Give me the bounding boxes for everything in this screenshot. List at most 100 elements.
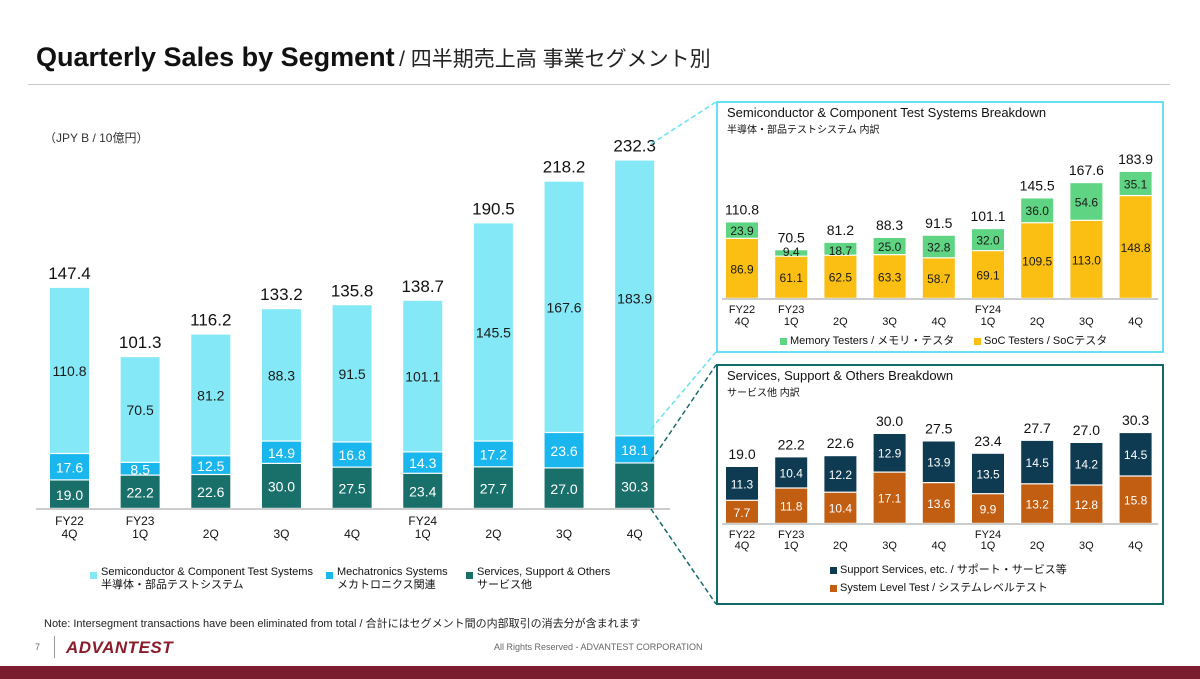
svc-data-label-support-services: 14.5 — [1026, 456, 1050, 470]
copyright-text: All Rights Reserved - ADVANTEST CORPORAT… — [494, 642, 703, 652]
svc-bar-system-level-test — [922, 483, 955, 523]
legend-text-mechatronics-en: Mechatronics Systems — [337, 566, 448, 578]
svc-total-label: 19.0 — [728, 446, 755, 462]
main-tick-label-q: 3Q — [556, 527, 572, 541]
soc-data-label-soc-testers: 148.8 — [1121, 241, 1151, 255]
svc-bar-support-services — [775, 457, 808, 488]
soc-bar-memory-testers — [972, 229, 1004, 251]
svc-total-label: 30.0 — [876, 413, 903, 429]
svc-total-label: 23.4 — [974, 433, 1001, 449]
main-tick-label-q: 3Q — [273, 527, 289, 541]
legend-text-services-jp: サービス他 — [477, 579, 532, 591]
svc-total-label: 27.5 — [925, 421, 952, 437]
main-data-label-semiconductor: 88.3 — [268, 367, 295, 383]
soc-breakdown-panel: Semiconductor & Component Test Systems B… — [716, 101, 1164, 353]
main-tick-label-q: 4Q — [61, 527, 77, 541]
legend-swatch-services — [466, 572, 473, 579]
main-total-label: 116.2 — [190, 311, 231, 330]
soc-bar-soc-testers — [1119, 196, 1152, 298]
svc-bar-system-level-test — [1021, 484, 1054, 523]
svc-total-label: 27.0 — [1073, 422, 1100, 438]
soc-bar-soc-testers — [824, 255, 857, 298]
svc-total-label: 22.6 — [827, 435, 854, 451]
logo-divider — [54, 636, 55, 658]
main-data-label-mechatronics: 23.6 — [550, 443, 577, 459]
footnote: Note: Intersegment transactions have bee… — [44, 618, 641, 630]
soc-data-label-soc-testers: 63.3 — [878, 270, 902, 284]
legend-label-soc: SoC Testers / SoCテスタ — [984, 335, 1108, 347]
connector-soc-top — [650, 101, 717, 145]
svc-tick-label-q: 3Q — [882, 540, 897, 552]
soc-total-label: 167.6 — [1069, 162, 1104, 178]
main-bar-semiconductor — [615, 160, 655, 436]
main-data-label-services: 23.4 — [409, 483, 436, 499]
main-data-label-services: 27.0 — [550, 481, 577, 497]
soc-data-label-memory-testers: 54.6 — [1075, 195, 1099, 209]
soc-tick-label-q: 4Q — [931, 316, 946, 328]
main-data-label-services: 30.3 — [621, 478, 648, 494]
soc-bar-soc-testers — [873, 255, 906, 298]
main-data-label-services: 22.2 — [127, 484, 154, 500]
legend-label-support-services: Support Services, etc. / サポート・サービス等 — [840, 564, 1067, 576]
soc-bar-memory-testers — [726, 222, 758, 238]
main-data-label-mechatronics: 17.6 — [56, 459, 83, 475]
main-bar-semiconductor — [261, 309, 301, 441]
main-data-label-services: 19.0 — [56, 487, 83, 503]
svc-data-label-system-level-test: 17.1 — [878, 492, 902, 506]
main-bar-mechatronics — [261, 441, 301, 463]
main-total-label: 190.5 — [472, 199, 515, 218]
main-bar-mechatronics — [544, 433, 584, 468]
soc-data-label-memory-testers: 25.0 — [878, 240, 902, 254]
soc-bar-soc-testers — [726, 238, 758, 298]
soc-total-label: 101.1 — [970, 208, 1005, 224]
soc-bar-memory-testers — [775, 250, 808, 256]
soc-tick-label-q: 1Q — [784, 316, 799, 328]
legend-label-system-level-test: System Level Test / システムレベルテスト — [840, 582, 1048, 594]
main-bar-semiconductor — [403, 300, 443, 452]
main-data-label-mechatronics: 18.1 — [621, 442, 648, 458]
soc-bar-memory-testers — [922, 235, 955, 258]
svc-data-label-support-services: 14.5 — [1124, 448, 1148, 462]
main-tick-label-fy: FY23 — [126, 514, 155, 528]
main-bar-semiconductor — [50, 287, 89, 453]
svc-tick-label-q: 2Q — [1030, 540, 1045, 552]
main-data-label-semiconductor: 145.5 — [476, 325, 511, 341]
soc-tick-label-fy: FY23 — [778, 304, 804, 316]
soc-tick-label-q: 2Q — [833, 316, 848, 328]
svc-data-label-system-level-test: 13.6 — [927, 497, 951, 511]
svc-bar-support-services — [1070, 443, 1103, 485]
main-data-label-semiconductor: 183.9 — [617, 291, 652, 307]
main-tick-label-fy: FY24 — [408, 514, 437, 528]
svc-data-label-system-level-test: 7.7 — [734, 506, 751, 520]
main-bar-mechatronics — [50, 454, 89, 480]
soc-bar-memory-testers — [1070, 183, 1103, 220]
svc-bar-support-services — [726, 467, 758, 500]
main-bar-mechatronics — [120, 462, 160, 475]
zoom-connector-lines — [650, 101, 717, 605]
svc-data-label-support-services: 12.9 — [878, 447, 902, 461]
svc-tick-label-q: 3Q — [1079, 540, 1094, 552]
main-data-label-services: 27.5 — [338, 480, 365, 496]
soc-bar-memory-testers — [1021, 198, 1054, 223]
legend-label-services: Services, Support & Others サービス他 — [477, 566, 610, 592]
soc-data-label-memory-testers: 32.8 — [927, 240, 951, 254]
soc-total-label: 110.8 — [725, 201, 759, 217]
soc-tick-label-fy: FY24 — [975, 304, 1001, 316]
main-data-label-mechatronics: 14.3 — [409, 455, 436, 471]
legend-label-mechatronics: Mechatronics Systems メカトロニクス関連 — [337, 566, 448, 592]
main-bar-services — [544, 468, 584, 508]
main-data-label-semiconductor: 167.6 — [547, 299, 582, 315]
main-total-label: 135.8 — [331, 281, 374, 300]
soc-breakdown-chart: 86.923.9110.8FY224Q61.19.470.5FY231Q62.5… — [722, 151, 1158, 328]
main-bar-services — [473, 467, 513, 508]
main-bar-mechatronics — [473, 441, 513, 467]
soc-bar-soc-testers — [1021, 223, 1054, 298]
svc-bar-system-level-test — [824, 492, 857, 523]
main-data-label-mechatronics: 17.2 — [480, 447, 507, 463]
soc-breakdown-title: Semiconductor & Component Test Systems B… — [727, 105, 1047, 120]
legend-swatch-semiconductor — [90, 572, 97, 579]
svc-total-label: 27.7 — [1024, 420, 1051, 436]
svc-tick-label-q: 4Q — [735, 540, 750, 552]
svc-bar-support-services — [1119, 433, 1152, 476]
svc-bar-support-services — [873, 434, 906, 472]
